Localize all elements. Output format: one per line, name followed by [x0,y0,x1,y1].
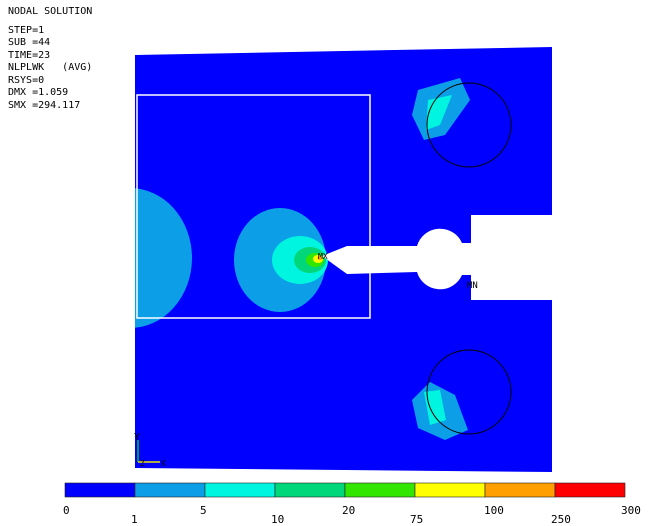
crack-tip-contour [234,208,328,312]
left-contour [135,188,192,328]
legend-swatch-7 [554,482,626,498]
legend-swatch-3 [274,482,346,498]
axis-z-label: Z [140,459,145,468]
axis-triad: Y Z X [134,432,166,468]
bottom-hole-contour [412,382,468,440]
legend-swatch-0 [64,482,136,498]
legend-tick-300: 300 [621,504,641,517]
axis-x-label: X [161,459,166,468]
legend-swatch-6 [484,482,556,498]
info-rsys: RSYS=0 [8,74,45,86]
info-time: TIME=23 [8,49,51,61]
mn-label: MN [467,281,478,291]
info-smx: SMX =294.117 [8,99,81,111]
axis-y-label: Y [134,432,140,443]
info-dmx: DMX =1.059 [8,87,69,98]
info-result: NLPLWK (AVG) [8,62,93,73]
legend-swatch-2 [204,482,276,498]
legend-swatch-4 [344,482,416,498]
info-sub: SUB =44 [8,37,51,48]
info-panel: NODAL SOLUTION STEP=1 SUB =44 TIME=23 NL… [8,6,92,112]
legend-tick-20: 20 [342,504,356,517]
plot-title: NODAL SOLUTION [8,6,93,17]
selection-box [136,94,371,319]
legend-swatch-5 [414,482,486,498]
legend-tick-100: 100 [484,504,504,517]
top-hole [426,82,512,168]
info-step: STEP=1 [8,24,45,36]
legend-tick-5: 5 [200,504,207,517]
mx-label: MX [318,252,328,261]
legend-tick-0: 0 [63,504,70,517]
bottom-hole [426,349,512,435]
contour-plot: MX MN Y Z X [134,47,552,472]
legend-swatch-1 [134,482,206,498]
